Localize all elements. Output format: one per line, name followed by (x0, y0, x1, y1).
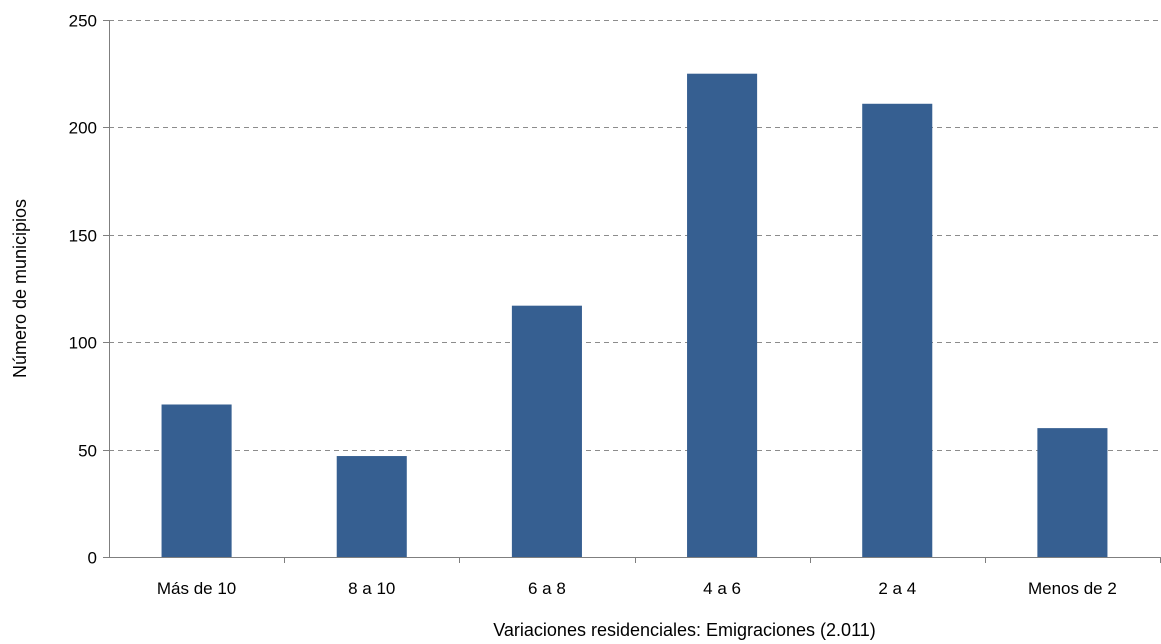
bars (161, 73, 1108, 557)
x-tick-label: Menos de 2 (1028, 579, 1117, 598)
tick-labels: 0 50 100 150 200 250 Más de 10 8 a 10 6 a 8 4 a 6… (69, 12, 1117, 599)
x-tick-label: 2 a 4 (878, 579, 916, 598)
bar-1 (336, 456, 407, 557)
bar-2 (511, 305, 582, 557)
x-tick-label: 8 a 10 (348, 579, 395, 598)
bar-4 (862, 103, 933, 557)
x-tick-label: 6 a 8 (528, 579, 566, 598)
y-axis-title: Número de municipios (10, 199, 30, 378)
y-tick-label: 250 (69, 12, 97, 31)
gridlines (109, 20, 1160, 451)
axes (103, 20, 1161, 563)
y-tick-label: 50 (78, 442, 97, 461)
x-tick-label: 4 a 6 (703, 579, 741, 598)
y-tick-label: 100 (69, 334, 97, 353)
bar-3 (687, 73, 758, 557)
bar-5 (1037, 428, 1108, 557)
x-axis-title: Variaciones residenciales: Emigraciones … (493, 620, 876, 640)
y-tick-label: 200 (69, 119, 97, 138)
x-tick-label: Más de 10 (157, 579, 236, 598)
y-tick-label: 150 (69, 227, 97, 246)
y-tick-label: 0 (88, 549, 97, 568)
bar-0 (161, 404, 232, 557)
